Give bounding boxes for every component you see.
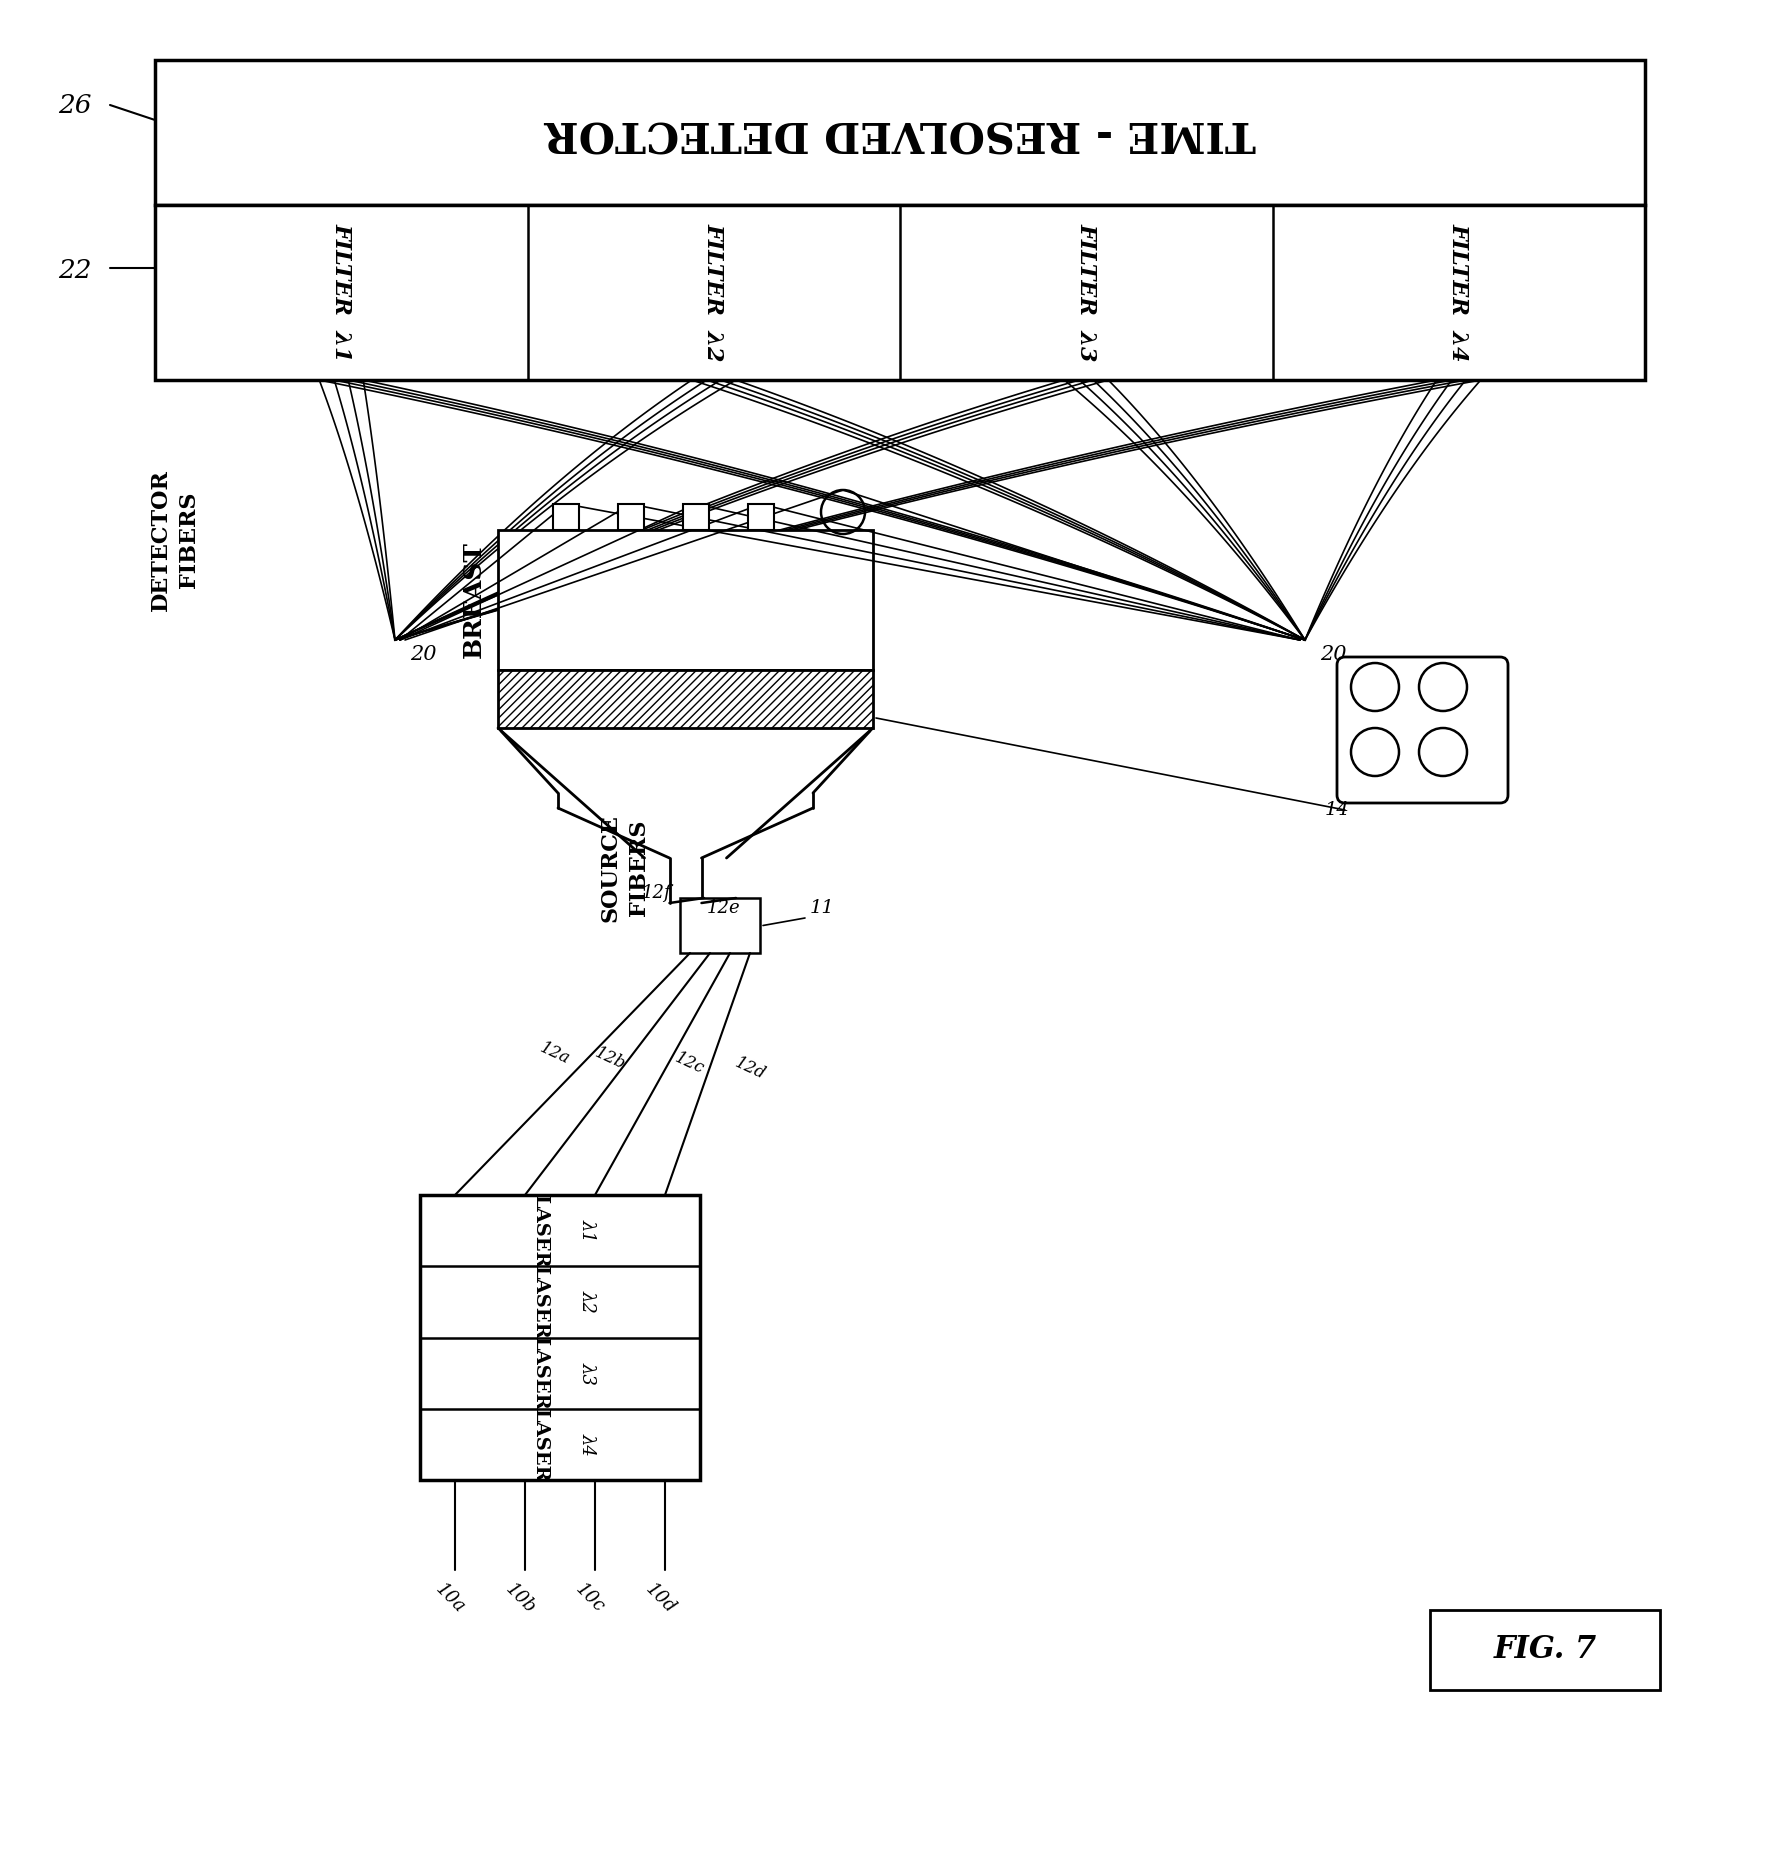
Text: 20: 20 — [1321, 645, 1346, 663]
Text: 12b: 12b — [592, 1043, 629, 1073]
Text: λ3: λ3 — [580, 1362, 598, 1384]
Text: TIME - RESOLVED DETECTOR: TIME - RESOLVED DETECTOR — [544, 111, 1255, 154]
Text: FILTER  λ2: FILTER λ2 — [702, 222, 725, 361]
Text: 10c: 10c — [573, 1581, 608, 1616]
Text: 10b: 10b — [502, 1581, 539, 1618]
Text: 12d: 12d — [732, 1054, 768, 1082]
Text: 12f: 12f — [642, 884, 672, 902]
Text: 12c: 12c — [672, 1049, 707, 1078]
Text: LASER: LASER — [530, 1408, 550, 1481]
Text: 10a: 10a — [431, 1581, 468, 1616]
Text: λ2: λ2 — [580, 1290, 598, 1314]
FancyBboxPatch shape — [1337, 658, 1509, 802]
Text: LASER: LASER — [530, 1193, 550, 1267]
Text: FIG. 7: FIG. 7 — [1493, 1634, 1597, 1666]
Text: 22: 22 — [59, 258, 92, 282]
Text: FILTER  λ4: FILTER λ4 — [1449, 222, 1470, 361]
Text: DETECTOR
FIBERS: DETECTOR FIBERS — [149, 469, 200, 611]
Text: SOURCE
FIBERS: SOURCE FIBERS — [599, 813, 651, 923]
Bar — [154, 206, 1645, 380]
Text: 14: 14 — [1324, 800, 1349, 819]
Text: 12a: 12a — [537, 1040, 573, 1067]
Bar — [683, 504, 709, 530]
Bar — [498, 671, 872, 728]
Text: 11: 11 — [810, 899, 835, 917]
Bar — [748, 504, 775, 530]
Text: FILTER  λ3: FILTER λ3 — [1074, 222, 1097, 361]
Text: 12e: 12e — [706, 899, 739, 917]
Bar — [619, 504, 644, 530]
Text: 26: 26 — [59, 93, 92, 117]
Text: λ1: λ1 — [580, 1219, 598, 1242]
Bar — [420, 1195, 700, 1481]
Text: BREAST: BREAST — [463, 541, 486, 658]
Bar — [154, 59, 1645, 206]
Text: LASER: LASER — [530, 1266, 550, 1338]
Text: λ4: λ4 — [580, 1432, 598, 1456]
Text: 10d: 10d — [642, 1581, 679, 1618]
Bar — [498, 530, 872, 671]
Text: 20: 20 — [410, 645, 436, 663]
Text: FILTER  λ1: FILTER λ1 — [330, 222, 353, 361]
Bar — [553, 504, 580, 530]
Bar — [1431, 1610, 1660, 1690]
Text: LASER: LASER — [530, 1336, 550, 1410]
Bar — [681, 899, 761, 952]
